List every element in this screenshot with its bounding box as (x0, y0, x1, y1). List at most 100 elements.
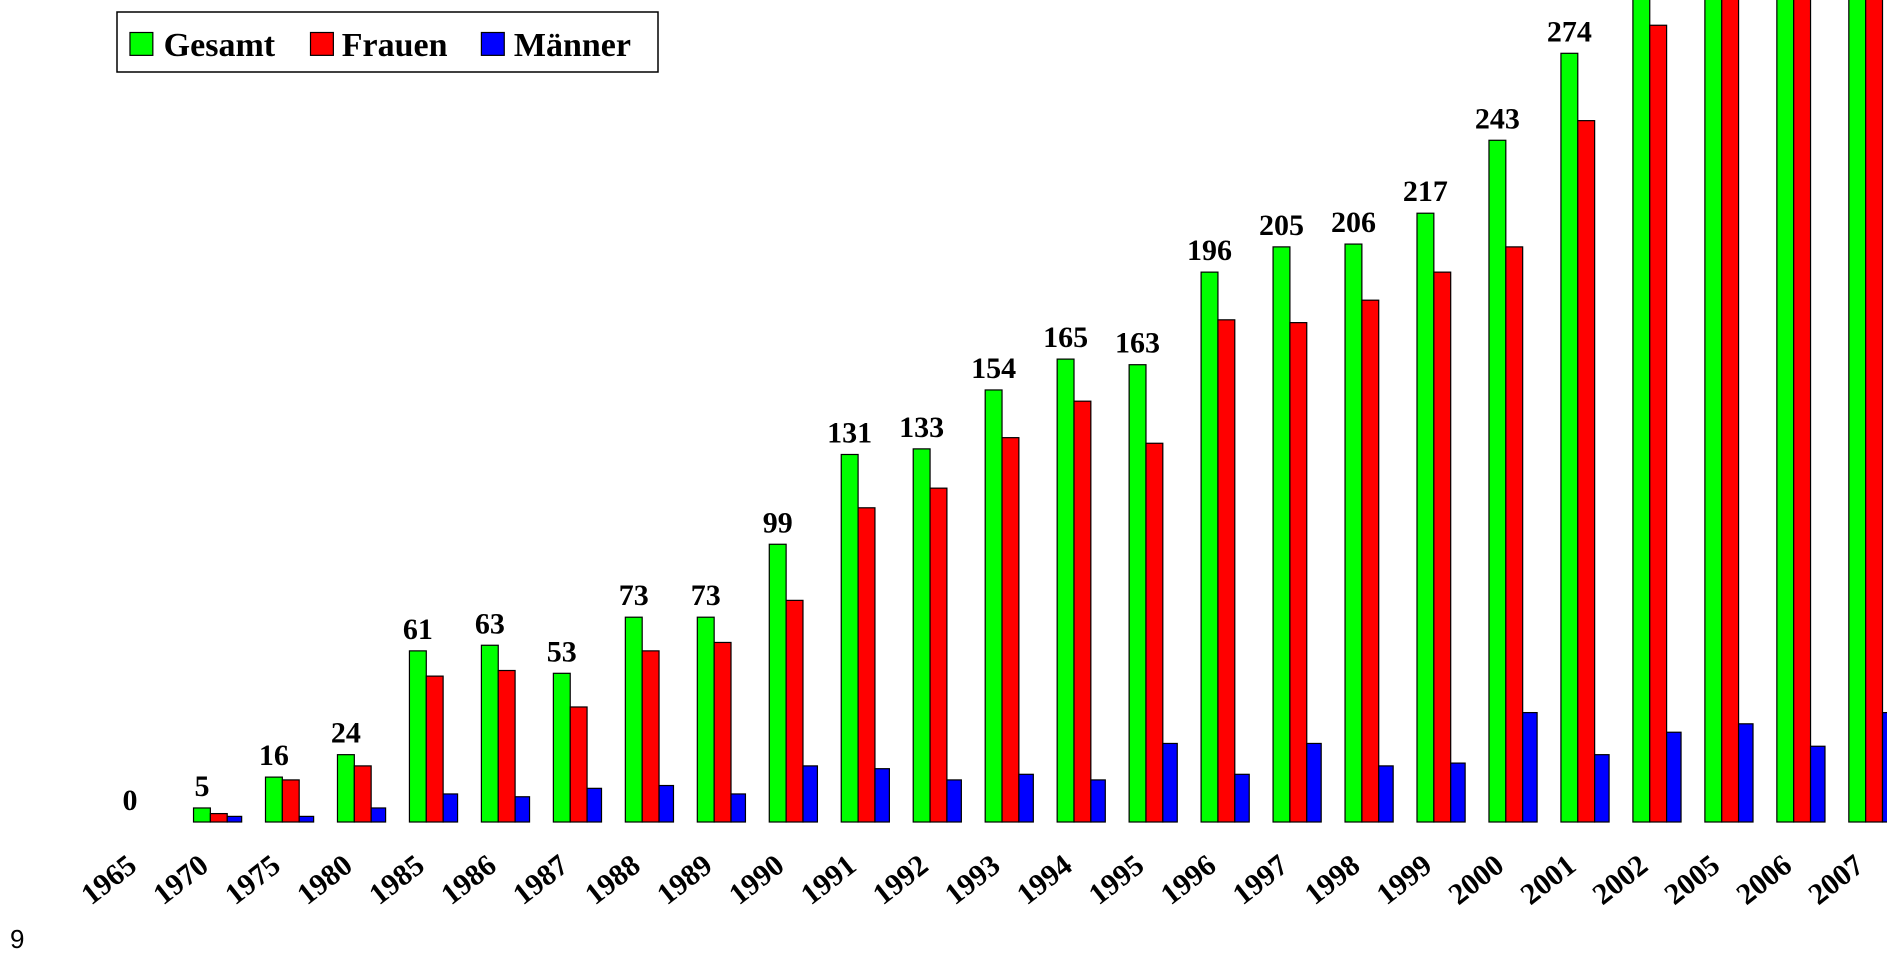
data-label: 131 (827, 416, 872, 449)
legend-swatch (309, 31, 334, 56)
bar (1200, 271, 1219, 823)
bar (1162, 742, 1178, 823)
bar (1776, 0, 1795, 823)
data-label: 206 (1331, 206, 1376, 239)
x-tick-label: 1997 (1227, 848, 1295, 911)
bar (641, 650, 660, 823)
bar (730, 793, 747, 823)
data-label: 61 (403, 613, 433, 646)
data-label: 53 (547, 635, 577, 668)
bar (696, 616, 715, 823)
x-tick-label: 1995 (1083, 848, 1151, 911)
bar (514, 796, 531, 823)
legend-label: Männer (514, 27, 631, 64)
data-label: 99 (763, 506, 793, 539)
bar (264, 776, 283, 823)
bar (1594, 754, 1610, 823)
data-label: 217 (1403, 175, 1448, 208)
bar (1632, 0, 1651, 823)
bar (1344, 243, 1363, 823)
bar (1737, 723, 1754, 823)
data-label: 133 (899, 411, 944, 444)
bar (281, 779, 300, 823)
legend-label: Frauen (342, 27, 448, 64)
bar (1378, 765, 1394, 823)
bar (946, 779, 962, 823)
bar (1848, 0, 1867, 823)
bar (408, 650, 427, 823)
data-label: 16 (259, 739, 289, 772)
bar (624, 616, 643, 823)
bar (1809, 745, 1826, 823)
bar (336, 754, 355, 823)
data-label: 205 (1259, 209, 1304, 242)
bar (1416, 212, 1435, 823)
bar (1488, 139, 1507, 823)
bar (1505, 246, 1524, 823)
data-label: 24 (331, 717, 361, 750)
data-label: 243 (1475, 102, 1520, 135)
bar (1217, 319, 1236, 823)
bar (984, 389, 1003, 823)
data-label: 5 (194, 770, 209, 803)
x-tick-label: 1988 (579, 848, 647, 911)
bar (1721, 0, 1740, 823)
data-label: 73 (691, 579, 721, 612)
x-tick-label: 1965 (75, 848, 143, 911)
x-tick-label: 2002 (1586, 848, 1654, 911)
data-label: 163 (1115, 327, 1160, 360)
annotation: 9 (10, 924, 24, 954)
bar (1018, 773, 1034, 823)
bar (1577, 120, 1596, 823)
x-tick-label: 2006 (1730, 848, 1798, 911)
bar (1704, 0, 1723, 823)
bar (1056, 358, 1075, 823)
bar (425, 675, 444, 823)
bar (480, 644, 499, 823)
bar (1793, 0, 1812, 823)
x-tick-label: 1992 (867, 848, 935, 911)
bar (1361, 299, 1380, 823)
bar (497, 669, 516, 823)
data-label: 196 (1187, 234, 1232, 267)
data-label: 165 (1043, 321, 1088, 354)
x-tick-label: 1989 (651, 848, 719, 911)
bar (768, 543, 787, 823)
x-tick-label: 1991 (795, 848, 863, 911)
bar (912, 448, 931, 823)
bar (226, 815, 243, 823)
bar (840, 453, 859, 823)
x-tick-label: 2007 (1802, 848, 1870, 911)
bar (1272, 246, 1291, 823)
bar (658, 784, 675, 823)
data-label: 274 (1547, 15, 1592, 48)
bar (1649, 24, 1668, 823)
data-label: 0 (122, 784, 137, 817)
x-tick-label: 2005 (1658, 848, 1726, 911)
bar (1666, 731, 1682, 823)
bar (209, 812, 228, 823)
bar (785, 599, 804, 823)
bar (1073, 400, 1092, 823)
bar (552, 672, 571, 823)
bar (1090, 779, 1106, 823)
x-tick-label: 1990 (723, 848, 791, 911)
bar (298, 815, 315, 823)
bar (1450, 762, 1466, 823)
x-tick-label: 1980 (291, 848, 359, 911)
bar (713, 641, 732, 823)
bar (353, 765, 372, 823)
bar (802, 765, 819, 823)
bar (586, 787, 603, 823)
x-tick-label: 1996 (1155, 848, 1223, 911)
x-tick-label: 1985 (363, 848, 431, 911)
bar (929, 487, 948, 823)
x-tick-label: 1987 (507, 848, 575, 911)
x-tick-label: 1970 (147, 848, 215, 911)
bar (1289, 322, 1308, 823)
legend-label: Gesamt (164, 27, 276, 64)
bar (1128, 364, 1147, 823)
bar (370, 807, 387, 823)
data-label: 73 (619, 579, 649, 612)
